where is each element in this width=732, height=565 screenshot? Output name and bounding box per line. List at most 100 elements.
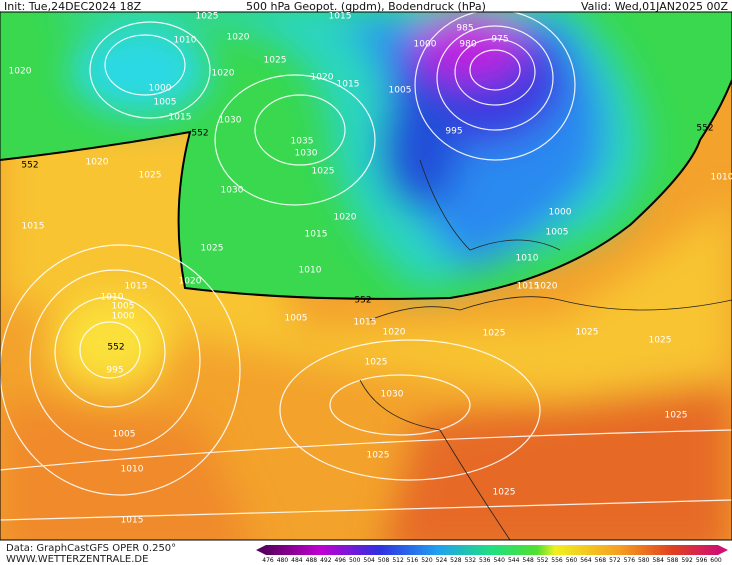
isobar-label: 1005: [285, 314, 308, 324]
isobar-label: 1005: [112, 302, 135, 312]
isobar-label: 1025: [196, 12, 219, 22]
isobar-label: 1025: [576, 328, 599, 338]
isobar-label: 995: [445, 127, 462, 137]
isobar-label: 1005: [154, 98, 177, 108]
colorbar-label: 508: [378, 557, 390, 564]
colorbar-label: 516: [407, 557, 419, 564]
colorbar-label: 532: [465, 557, 477, 564]
colorbar-label: 568: [595, 557, 607, 564]
colorbar-arrow: [256, 545, 266, 555]
isobar-label: 1005: [113, 430, 136, 440]
isobar-label: 1020: [334, 213, 357, 223]
isobar-label: 980: [459, 40, 476, 50]
isobar-label: 1000: [112, 312, 135, 322]
isobar-label: 995: [106, 366, 123, 376]
contour-label-500hpa: 552: [191, 129, 208, 139]
colorbar-label: 484: [291, 557, 303, 564]
isobar-label: 1020: [227, 33, 250, 43]
colorbar-label: 536: [479, 557, 491, 564]
map-title: 500 hPa Geopot. (gpdm), Bodendruck (hPa): [246, 0, 486, 13]
colorbar-label: 596: [696, 557, 708, 564]
isobar-label: 1005: [389, 86, 412, 96]
colorbar-label: 540: [493, 557, 505, 564]
colorbar-label: 496: [335, 557, 347, 564]
contour-label-500hpa: 552: [21, 161, 38, 171]
colorbar-label: 528: [450, 557, 462, 564]
isobar-label: 1000: [549, 208, 572, 218]
contour-label-500hpa: 552: [696, 124, 713, 134]
isobar-label: 1025: [483, 329, 506, 339]
isobar-label: 1030: [219, 116, 242, 126]
colorbar-arrow: [718, 545, 728, 555]
isobar-label: 1035: [291, 137, 314, 147]
isobar-label: 1020: [383, 328, 406, 338]
colorbar-label: 560: [566, 557, 578, 564]
isobar-label: 1030: [381, 390, 404, 400]
colorbar-label: 476: [262, 557, 274, 564]
colorbar-label: 556: [551, 557, 563, 564]
isobar-label: 1030: [295, 149, 318, 159]
isobar-label: 1025: [201, 244, 224, 254]
isobar-label: 1025: [365, 358, 388, 368]
isobar-label: 1025: [367, 451, 390, 461]
isobar-label: 1010: [299, 266, 322, 276]
isobar-label: 1015: [169, 113, 192, 123]
valid-time: Valid: Wed,01JAN2025 00Z: [581, 0, 728, 13]
colorbar-label: 504: [363, 557, 375, 564]
contour-label-500hpa: 552: [107, 343, 124, 353]
colorbar-label: 552: [537, 557, 549, 564]
colorbar-label: 572: [609, 557, 621, 564]
isobar-label: 1015: [337, 80, 360, 90]
isobar-label: 1020: [311, 73, 334, 83]
colorbar-label: 564: [580, 557, 592, 564]
isobar-label: 1010: [121, 465, 144, 475]
colorbar-label: 580: [638, 557, 650, 564]
isobar-label: 1015: [354, 318, 377, 328]
colorbar-label: 584: [652, 557, 664, 564]
colorbar-label: 588: [667, 557, 679, 564]
isobar-label: 1000: [414, 40, 437, 50]
isobar-label: 1010: [101, 293, 124, 303]
colorbar-label: 592: [681, 557, 693, 564]
isobar-label: 1005: [546, 228, 569, 238]
isobar-label: 1015: [305, 230, 328, 240]
contour-label-500hpa: 552: [354, 296, 371, 306]
colorbar-label: 480: [277, 557, 289, 564]
isobar-label: 1010: [711, 173, 732, 183]
isobar-label: 1020: [212, 69, 235, 79]
colorbar-label: 576: [624, 557, 636, 564]
data-source: Data: GraphCastGFS OPER 0.250°: [6, 543, 176, 554]
isobar-label: 1010: [516, 254, 539, 264]
isobar-label: 1015: [125, 282, 148, 292]
isobar-label: 1025: [139, 171, 162, 181]
colorbar-label: 492: [320, 557, 332, 564]
isobar-label: 1020: [86, 158, 109, 168]
isobar-label: 1020: [9, 67, 32, 77]
isobar-label: 1025: [493, 488, 516, 498]
isobar-label: 1020: [535, 282, 558, 292]
colorbar-label: 488: [306, 557, 318, 564]
isobar-label: 1020: [179, 277, 202, 287]
colorbar-label: 524: [436, 557, 448, 564]
isobar-label: 985: [456, 24, 473, 34]
isobar-label: 1025: [665, 411, 688, 421]
colorbar-label: 520: [421, 557, 433, 564]
isobar-label: 1025: [312, 167, 335, 177]
isobar-label: 1015: [517, 282, 540, 292]
isobar-label: 1025: [649, 336, 672, 346]
isobar-label: 1030: [221, 186, 244, 196]
isobar-label: 1015: [22, 222, 45, 232]
isobar-label: 975: [491, 35, 508, 45]
colorbar-label: 548: [522, 557, 534, 564]
colorbar-label: 512: [392, 557, 404, 564]
colorbar-label: 500: [349, 557, 361, 564]
colorbar-label: 544: [508, 557, 520, 564]
isobar-label: 1000: [149, 84, 172, 94]
isobar-label: 1010: [174, 36, 197, 46]
isobar-label: 1025: [264, 56, 287, 66]
colorbar-label: 600: [710, 557, 722, 564]
colorbar: [266, 545, 718, 555]
